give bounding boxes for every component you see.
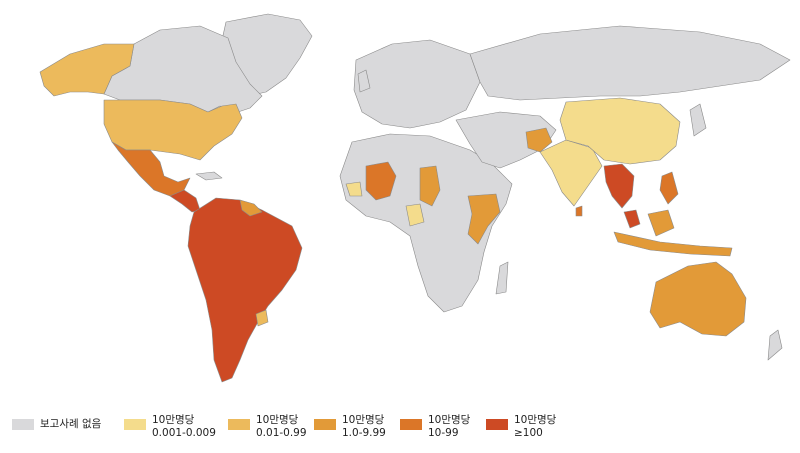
legend: 보고사례 없음 10만명당 0.001-0.009 10만명당 0.01-0.9… [12,410,792,446]
senegal [345,181,363,197]
world-choropleth-map [39,13,791,383]
east-africa [467,193,501,245]
legend-item-no-report: 보고사례 없음 [12,414,132,444]
indonesia [613,231,733,257]
legend-class-4-line2: 10-99 [428,427,459,439]
legend-swatch-class-4 [400,419,422,430]
legend-swatch-class-5 [486,419,508,430]
legend-class-5-line2: ≥100 [514,427,543,439]
malaysia [623,209,641,229]
legend-item-class-5: 10만명당 ≥100 [486,414,586,444]
legend-class-5-line1: 10만명당 [514,414,557,426]
legend-item-class-2: 10만명당 0.01-0.99 [228,414,338,444]
japan [689,103,707,137]
russia [469,25,791,101]
legend-class-1-line1: 10만명당 [152,414,195,426]
europe [353,39,481,129]
sri-lanka [575,205,583,217]
guiana [239,199,263,217]
legend-class-4-line1: 10만명당 [428,414,471,426]
cuba [195,171,223,181]
legend-label-no-report: 보고사례 없음 [40,418,102,430]
legend-class-2-line1: 10만명당 [256,414,299,426]
uk [357,69,371,93]
middle-east [455,111,557,169]
legend-swatch-class-2 [228,419,250,430]
south-america [187,197,303,383]
legend-class-3-line1: 10만명당 [342,414,385,426]
chad [419,165,441,207]
legend-class-2-line2: 0.01-0.99 [256,427,307,439]
legend-swatch-class-1 [124,419,146,430]
new-zealand [767,329,783,361]
legend-swatch-class-3 [314,419,336,430]
australia [649,261,747,337]
legend-item-class-3: 10만명당 1.0-9.99 [314,414,414,444]
philippines [659,171,679,205]
alaska [39,43,135,97]
legend-item-class-4: 10만명당 10-99 [400,414,500,444]
afghanistan [525,127,553,153]
indochina [603,163,635,209]
uruguay [255,309,269,327]
legend-item-class-1: 10만명당 0.001-0.009 [124,414,234,444]
china [559,97,681,165]
cameroon [405,203,425,227]
mali [365,161,397,201]
mexico [111,141,191,197]
borneo [647,209,675,237]
legend-class-3-line2: 1.0-9.99 [342,427,386,439]
legend-class-1-line2: 0.001-0.009 [152,427,216,439]
madagascar [495,261,509,295]
legend-swatch-no-report [12,419,34,430]
